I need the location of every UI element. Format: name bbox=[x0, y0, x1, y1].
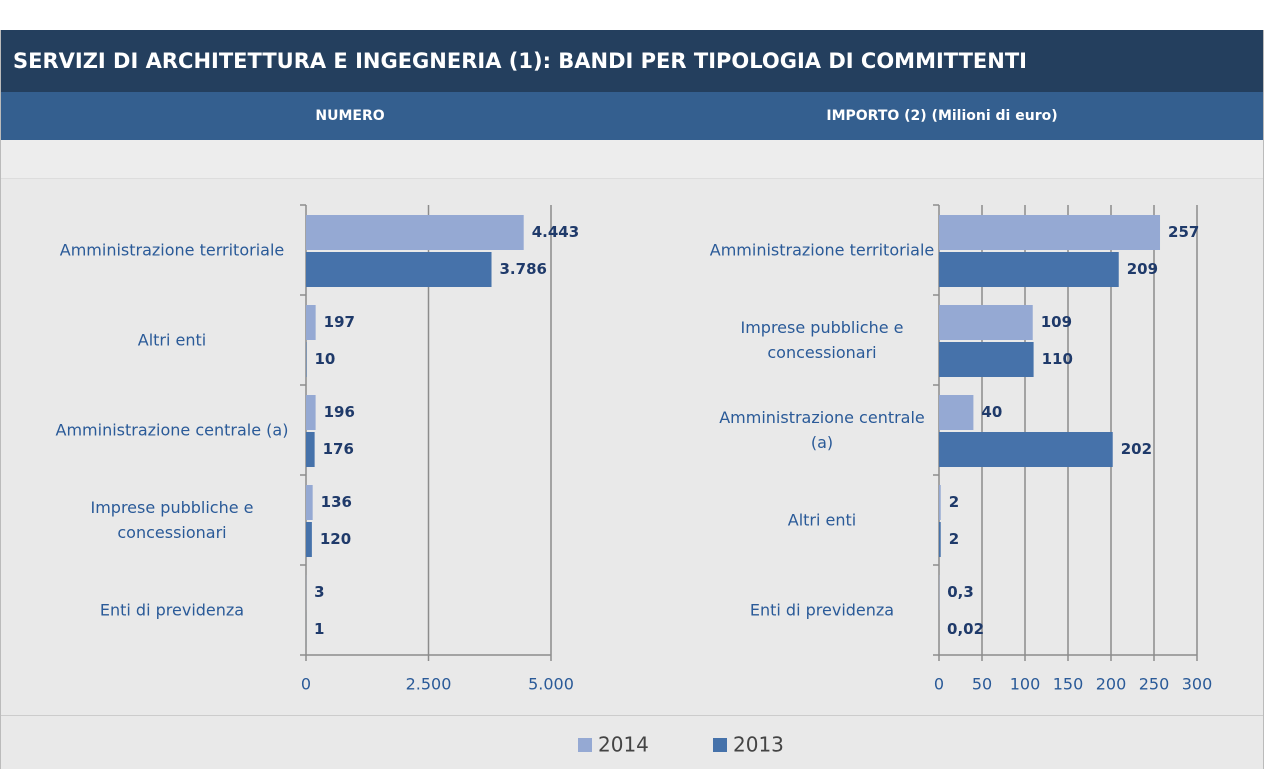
value-label: 197 bbox=[324, 313, 355, 331]
value-label: 10 bbox=[314, 350, 335, 368]
value-label: 3 bbox=[314, 583, 324, 601]
value-label: 196 bbox=[324, 403, 355, 421]
bar bbox=[939, 252, 1119, 287]
x-tick-label: 0 bbox=[934, 675, 944, 694]
value-label: 136 bbox=[321, 493, 352, 511]
section-title: NUMERO bbox=[315, 108, 385, 124]
category-label: Amministrazione territoriale bbox=[709, 240, 935, 260]
bar bbox=[939, 395, 974, 430]
legend-swatch bbox=[713, 738, 727, 752]
category-label: Amministrazione territoriale bbox=[59, 240, 285, 260]
bar bbox=[939, 305, 1033, 340]
legend-swatch bbox=[578, 738, 592, 752]
x-tick-label: 100 bbox=[1010, 675, 1041, 694]
bar bbox=[306, 522, 312, 557]
value-label: 0,3 bbox=[947, 583, 974, 601]
bar bbox=[939, 342, 1034, 377]
category-label: Imprese pubbliche e concessionari bbox=[90, 498, 254, 542]
value-label: 120 bbox=[320, 530, 351, 548]
value-label: 202 bbox=[1121, 440, 1152, 458]
x-tick-label: 150 bbox=[1053, 675, 1084, 694]
bar bbox=[306, 305, 316, 340]
bar bbox=[939, 485, 941, 520]
value-label: 0,02 bbox=[947, 620, 984, 638]
x-tick-label: 0 bbox=[301, 675, 311, 694]
value-label: 257 bbox=[1168, 223, 1199, 241]
x-tick-label: 200 bbox=[1096, 675, 1127, 694]
value-label: 110 bbox=[1042, 350, 1073, 368]
value-label: 209 bbox=[1127, 260, 1158, 278]
page-title: SERVIZI DI ARCHITETTURA E INGEGNERIA (1)… bbox=[1, 30, 1263, 92]
bar bbox=[306, 432, 315, 467]
x-tick-label: 300 bbox=[1182, 675, 1213, 694]
x-tick-label: 5.000 bbox=[528, 675, 574, 694]
category-label: Imprese pubbliche e concessionari bbox=[740, 318, 904, 362]
legend-label: 2013 bbox=[733, 733, 784, 757]
category-label: Altri enti bbox=[787, 510, 857, 530]
category-label: Altri enti bbox=[137, 330, 207, 350]
value-label: 109 bbox=[1041, 313, 1072, 331]
category-label: Enti di previdenza bbox=[749, 600, 895, 620]
value-label: 3.786 bbox=[500, 260, 547, 278]
bar bbox=[306, 485, 313, 520]
x-tick-label: 50 bbox=[972, 675, 992, 694]
value-label: 4.443 bbox=[532, 223, 579, 241]
section-bar bbox=[1, 92, 1263, 140]
value-label: 40 bbox=[981, 403, 1002, 421]
separator bbox=[1, 715, 1263, 716]
value-label: 2 bbox=[949, 493, 959, 511]
spacer-band bbox=[1, 140, 1263, 179]
bar bbox=[939, 215, 1161, 250]
bar bbox=[306, 395, 316, 430]
value-label: 176 bbox=[323, 440, 354, 458]
category-label: Amministrazione centrale (a) bbox=[719, 408, 925, 452]
x-tick-label: 250 bbox=[1139, 675, 1170, 694]
value-label: 1 bbox=[314, 620, 324, 638]
bar bbox=[306, 215, 524, 250]
value-label: 2 bbox=[949, 530, 959, 548]
section-title: IMPORTO (2) (Milioni di euro) bbox=[826, 108, 1058, 124]
legend-label: 2014 bbox=[598, 733, 649, 757]
bar bbox=[306, 252, 492, 287]
category-label: Enti di previdenza bbox=[99, 600, 245, 620]
x-tick-label: 2.500 bbox=[406, 675, 452, 694]
bar bbox=[939, 432, 1113, 467]
category-label: Amministrazione centrale (a) bbox=[55, 420, 289, 440]
bar bbox=[939, 522, 941, 557]
